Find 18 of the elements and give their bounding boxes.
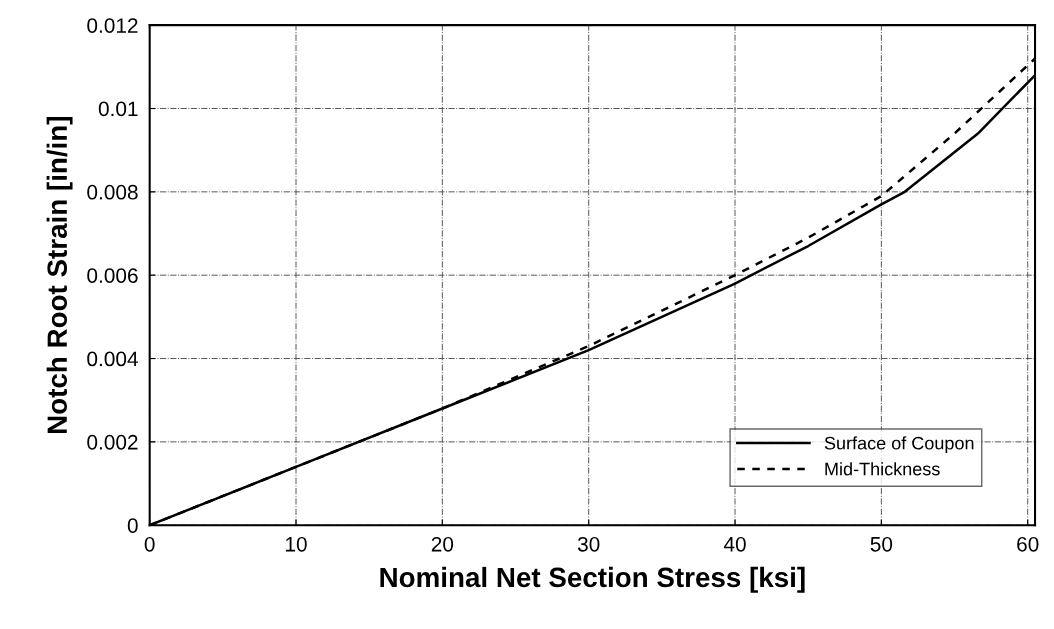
x-tick-label: 10	[286, 536, 307, 552]
y-tick-label: 0.006	[87, 268, 138, 283]
x-tick-label: 30	[577, 536, 600, 552]
x-tick-label: 20	[431, 536, 454, 552]
y-tick-label: 0.012	[87, 18, 138, 33]
legend-label: Surface of Coupon	[824, 436, 974, 454]
x-tick-label: 60	[1017, 536, 1039, 552]
x-tick-label: 40	[723, 536, 746, 552]
y-tick-label: 0.01	[98, 101, 138, 117]
x-tick-label: 50	[870, 536, 893, 552]
legend-label: Mid-Thickness	[825, 462, 940, 476]
y-tick-label: 0.008	[87, 184, 138, 200]
y-tick-label: 0	[127, 518, 138, 533]
x-axis-title: Nominal Net Section Stress [ksi]	[380, 566, 805, 593]
y-axis-title: Notch Root Strain [in/in]	[46, 117, 73, 434]
y-tick-label: 0.004	[87, 351, 138, 367]
x-tick-label: 0	[144, 536, 155, 552]
y-tick-label: 0.002	[87, 434, 138, 450]
